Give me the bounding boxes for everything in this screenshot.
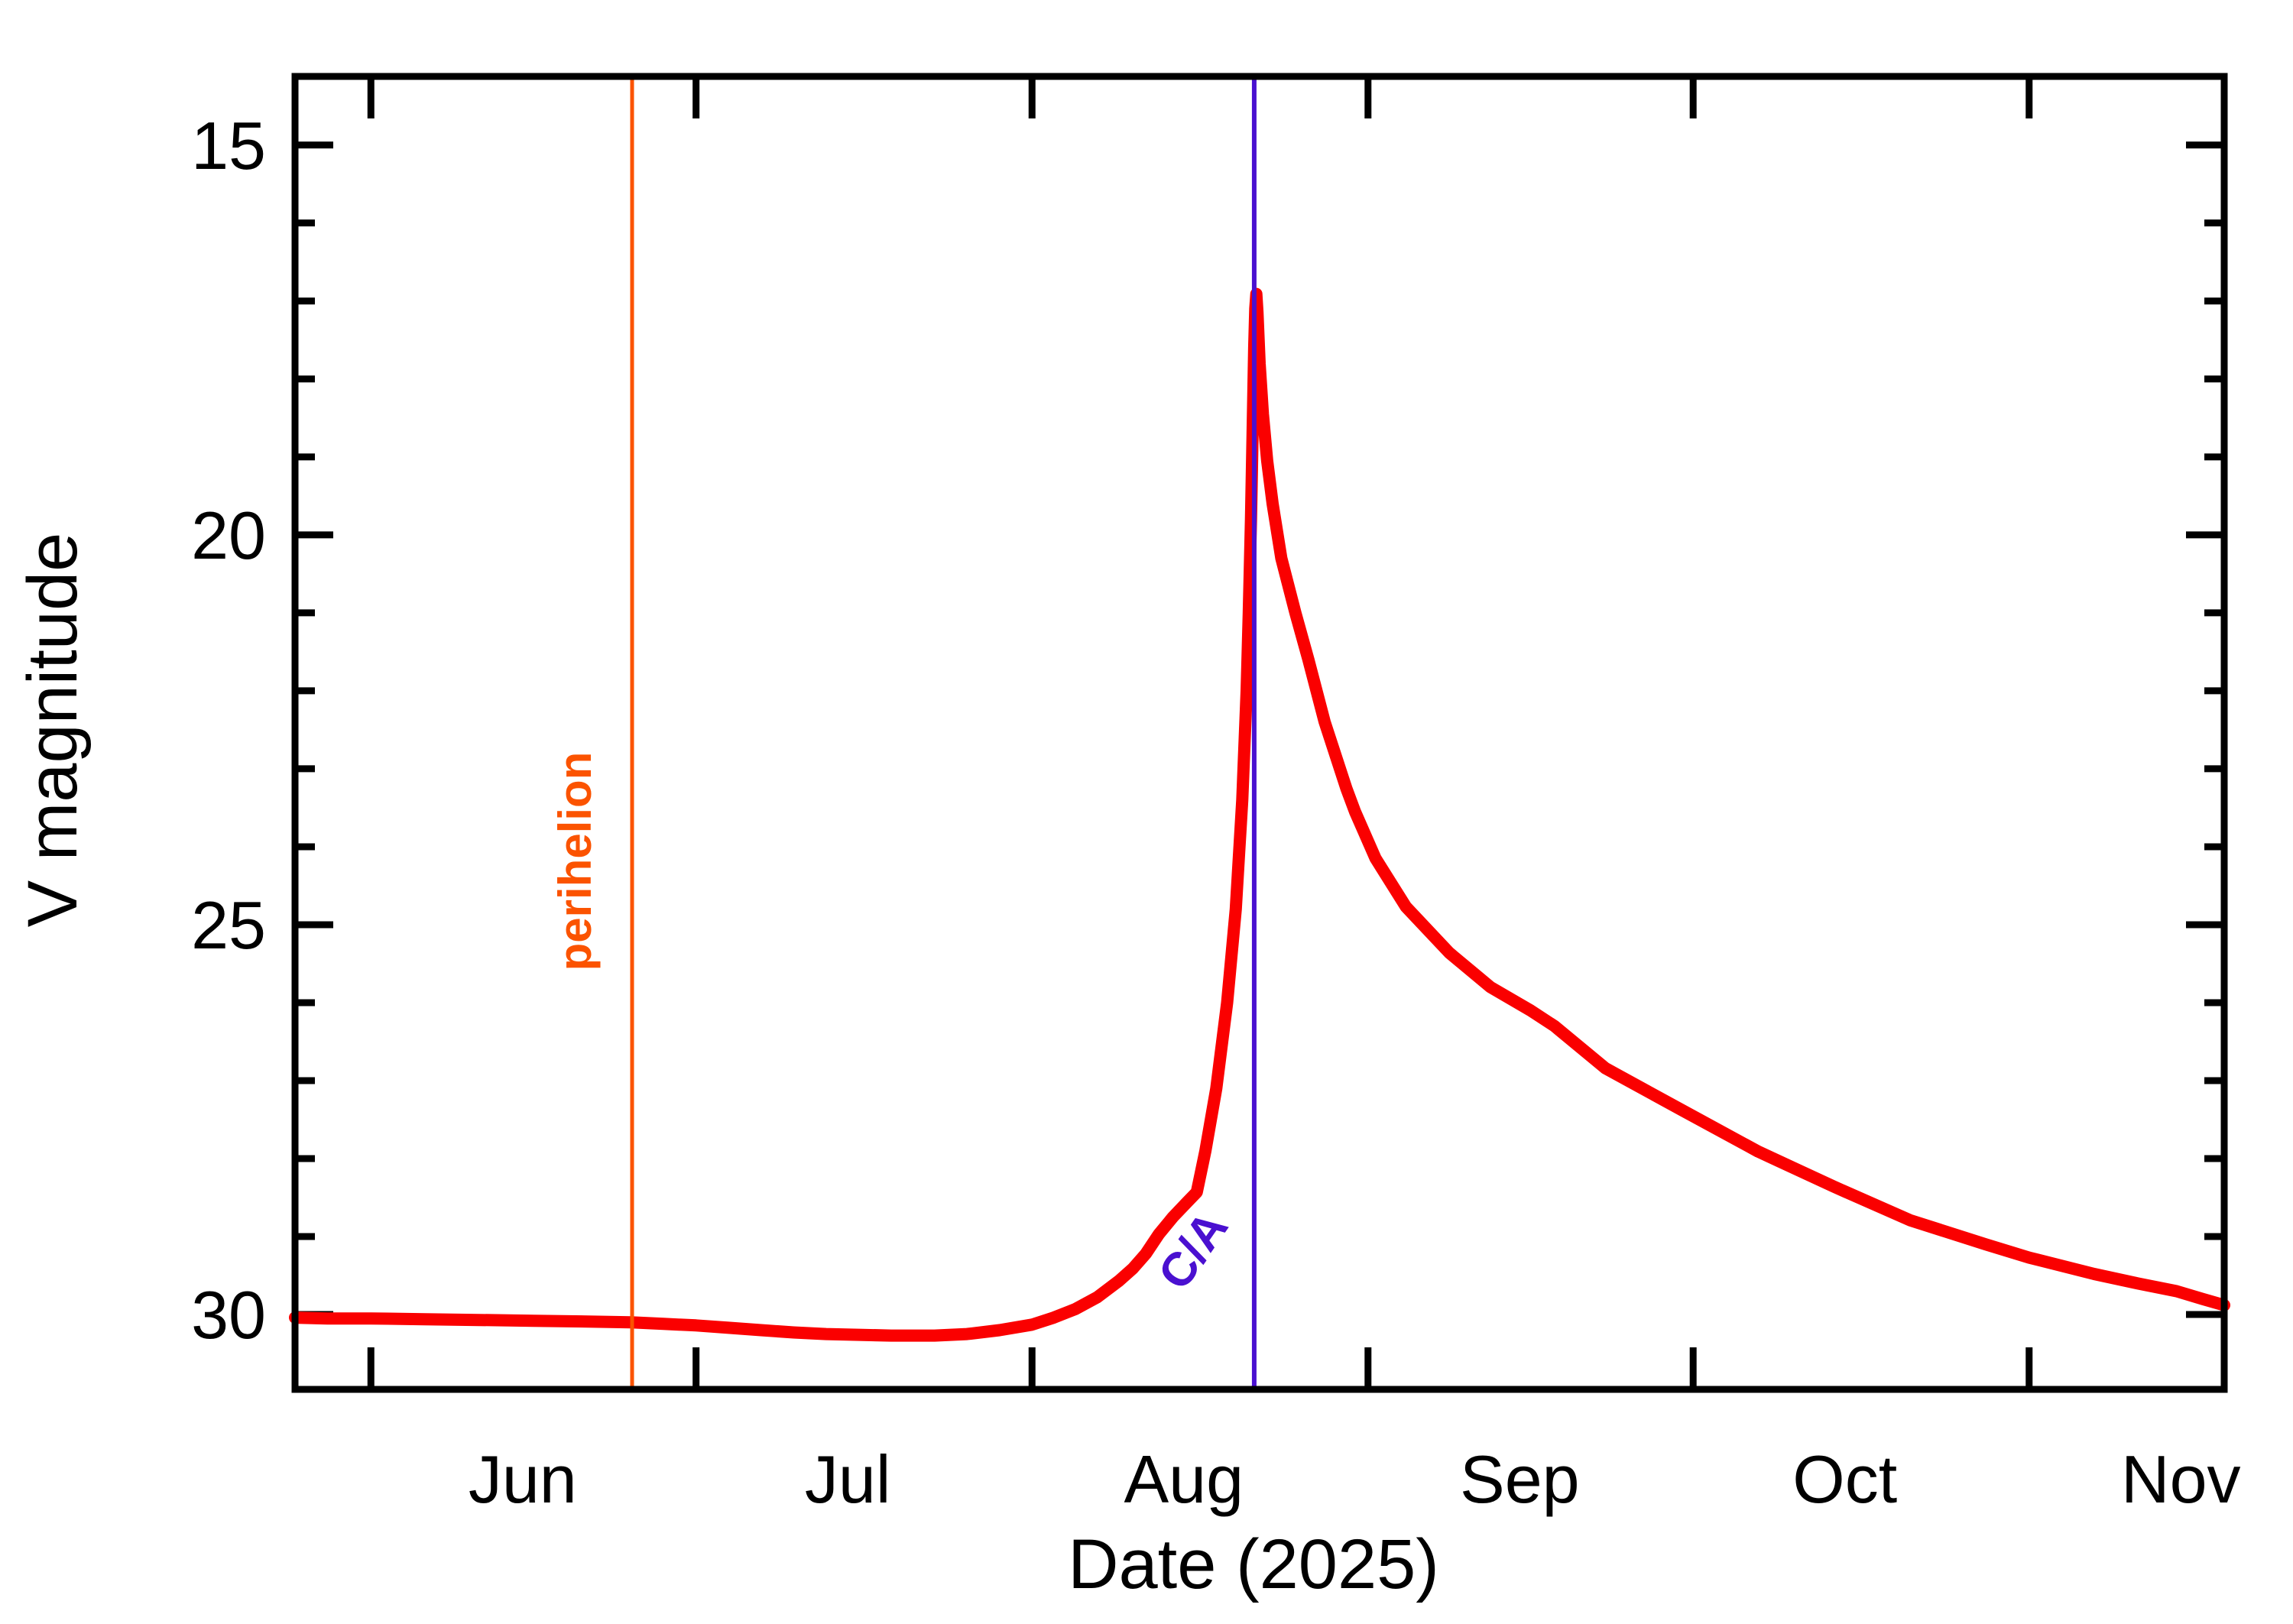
y-axis-title: V magnitude [14, 533, 92, 928]
x-tick-label: Sep [1460, 1441, 1580, 1517]
y-tick-label: 20 [191, 498, 266, 573]
x-tick-label: Aug [1124, 1441, 1244, 1517]
y-tick-label: 30 [191, 1277, 266, 1353]
perihelion-label: perihelion [550, 752, 601, 971]
plot-frame [291, 73, 2228, 1393]
x-tick-label: Jul [805, 1441, 891, 1517]
x-tick-label: Jun [469, 1441, 577, 1517]
x-axis-title: Date (2025) [1068, 1525, 1439, 1603]
close-approach-label: C/A [1148, 1202, 1238, 1299]
lightcurve-line [289, 287, 2230, 1342]
y-tick-label: 25 [191, 887, 266, 963]
x-tick-label: Oct [1792, 1441, 1897, 1517]
y-tick-label: 15 [191, 108, 266, 183]
x-tick-label: Nov [2121, 1441, 2241, 1517]
